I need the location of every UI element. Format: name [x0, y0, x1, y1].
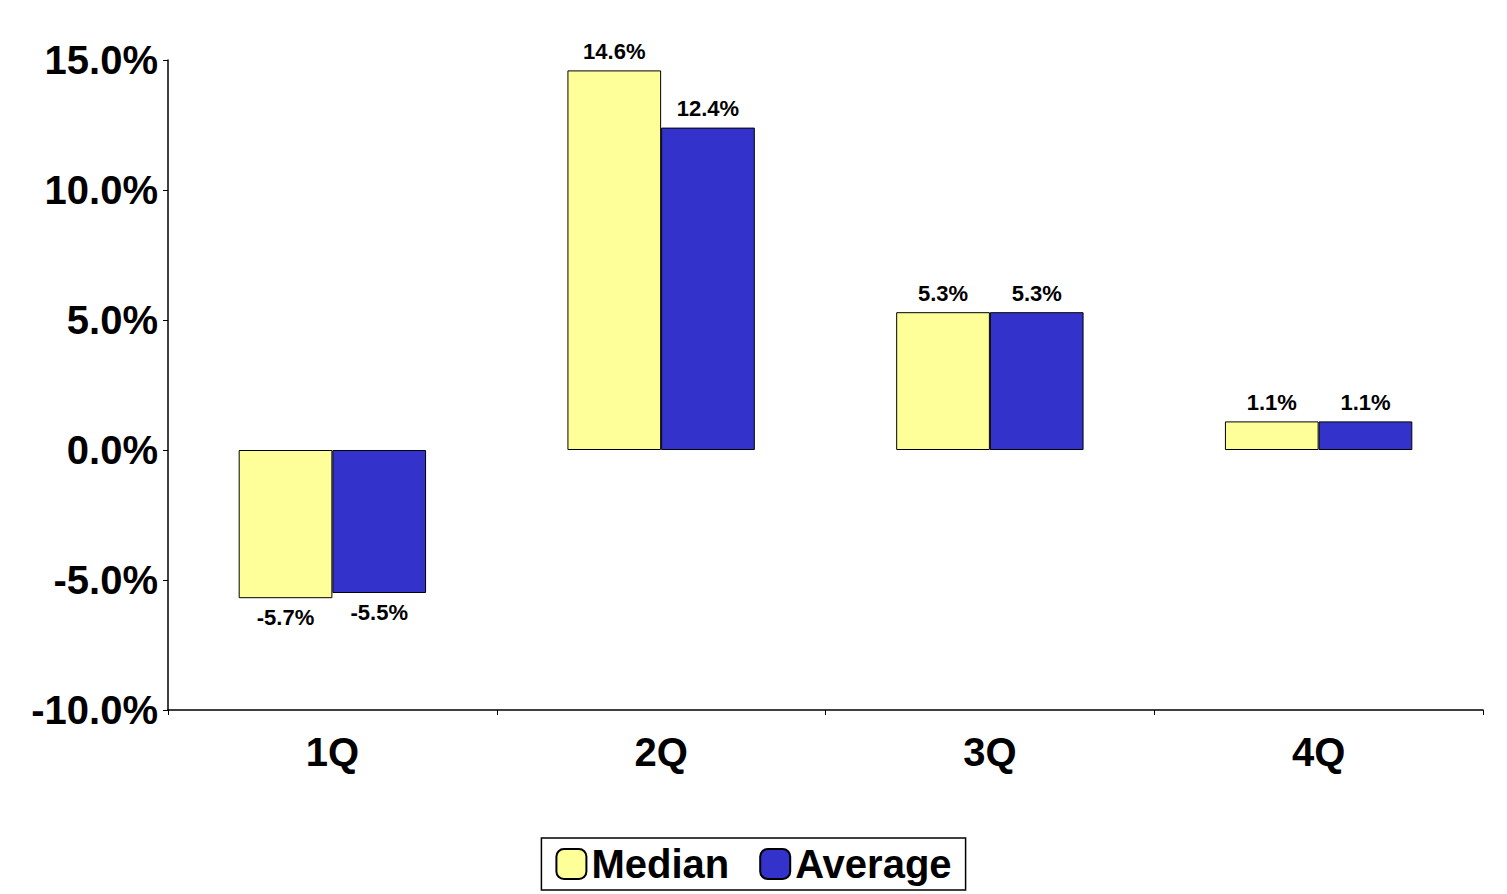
svg-text:-10.0%: -10.0% [31, 688, 158, 732]
svg-text:4Q: 4Q [1292, 730, 1345, 774]
svg-text:-5.0%: -5.0% [54, 558, 159, 602]
svg-text:0.0%: 0.0% [67, 428, 158, 472]
svg-text:10.0%: 10.0% [45, 168, 158, 212]
svg-text:5.0%: 5.0% [67, 298, 158, 342]
svg-text:3Q: 3Q [963, 730, 1016, 774]
svg-text:Average: Average [795, 842, 951, 886]
svg-text:15.0%: 15.0% [45, 38, 158, 82]
svg-text:2Q: 2Q [634, 730, 687, 774]
svg-text:1.1%: 1.1% [1247, 390, 1297, 415]
svg-text:Median: Median [591, 842, 729, 886]
svg-text:12.4%: 12.4% [677, 96, 739, 121]
svg-text:5.3%: 5.3% [1012, 281, 1062, 306]
svg-text:14.6%: 14.6% [583, 39, 645, 64]
svg-text:-5.7%: -5.7% [257, 605, 314, 630]
svg-text:5.3%: 5.3% [918, 281, 968, 306]
svg-text:-5.5%: -5.5% [350, 600, 407, 625]
svg-text:1Q: 1Q [306, 730, 359, 774]
svg-text:1.1%: 1.1% [1340, 390, 1390, 415]
